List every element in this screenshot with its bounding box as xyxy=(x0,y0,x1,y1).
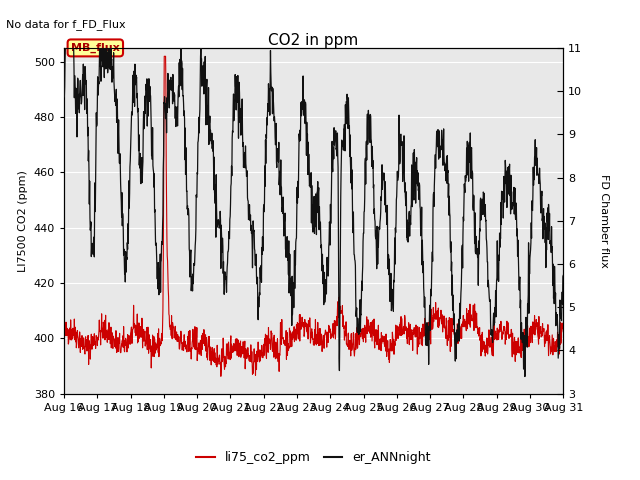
Legend: li75_co2_ppm, er_ANNnight: li75_co2_ppm, er_ANNnight xyxy=(191,446,436,469)
Y-axis label: FD Chamber flux: FD Chamber flux xyxy=(599,174,609,268)
Text: No data for f_FD_Flux: No data for f_FD_Flux xyxy=(6,19,126,30)
Title: CO2 in ppm: CO2 in ppm xyxy=(268,33,359,48)
Text: MB_flux: MB_flux xyxy=(71,43,120,53)
Y-axis label: LI7500 CO2 (ppm): LI7500 CO2 (ppm) xyxy=(18,170,28,272)
